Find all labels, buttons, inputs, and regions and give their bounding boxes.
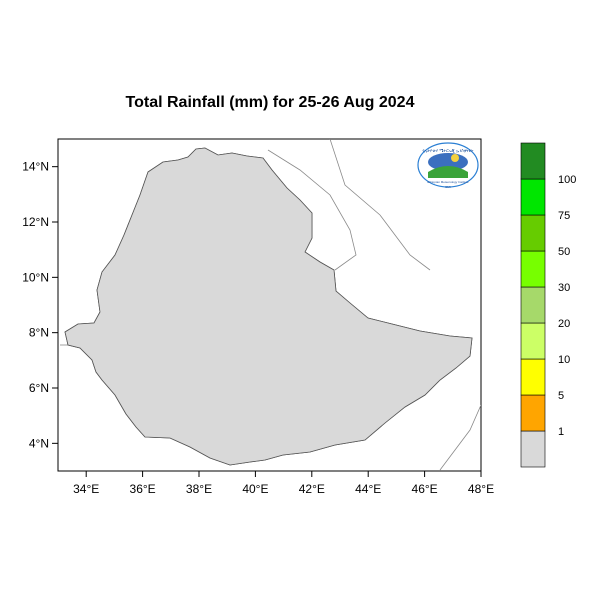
y-axis-ticks: 14°N 12°N 10°N 8°N 6°N 4°N: [22, 160, 58, 450]
y-tick-label: 6°N: [29, 381, 49, 395]
x-tick-label: 40°E: [242, 482, 268, 496]
colorbar-label: 30: [558, 282, 570, 294]
colorbar-label: 10: [558, 354, 570, 366]
colorbar-label: 5: [558, 390, 564, 402]
x-axis-ticks: 34°E 36°E 38°E 40°E 42°E 44°E 46°E 48°E: [73, 471, 494, 496]
colorbar-swatch: [520, 250, 546, 288]
eritrea-coast-line: [267, 149, 357, 271]
colorbar-swatch: [520, 142, 546, 180]
red-sea-line: [329, 139, 431, 271]
x-tick-label: 42°E: [299, 482, 325, 496]
ethiopian-meteorology-institute-logo: የኢትዮጵያ ሜትሮሎጂ ኢንስቲትዩት Ethiopian Meteorolo…: [417, 142, 479, 189]
x-tick-label: 36°E: [130, 482, 156, 496]
colorbar-label: 75: [558, 210, 570, 222]
colorbar: [520, 142, 546, 468]
colorbar-swatch: [520, 358, 546, 396]
logo-text-abbrev: EMI: [445, 185, 451, 189]
logo-text-amharic: የኢትዮጵያ ሜትሮሎጂ ኢንስቲትዩት: [422, 148, 473, 153]
colorbar-swatch: [520, 286, 546, 324]
y-tick-label: 4°N: [29, 436, 49, 450]
y-tick-label: 12°N: [22, 215, 49, 229]
colorbar-swatch: [520, 394, 546, 432]
colorbar-label: 100: [558, 174, 576, 186]
map-title: Total Rainfall (mm) for 25-26 Aug 2024: [125, 94, 415, 111]
x-tick-label: 38°E: [186, 482, 212, 496]
colorbar-swatch: [520, 322, 546, 360]
colorbar-label: 20: [558, 318, 570, 330]
colorbar-swatch: [520, 178, 546, 216]
y-tick-label: 10°N: [22, 270, 49, 284]
x-tick-label: 46°E: [412, 482, 438, 496]
x-tick-label: 44°E: [355, 482, 381, 496]
somalia-border-line: [439, 404, 481, 471]
colorbar-labels: 1 5 10 20 30 50 75 100: [558, 174, 576, 438]
x-tick-label: 48°E: [468, 482, 494, 496]
x-tick-label: 34°E: [73, 482, 99, 496]
colorbar-swatch: [520, 430, 546, 468]
colorbar-label: 1: [558, 426, 564, 438]
colorbar-swatch: [520, 214, 546, 252]
y-tick-label: 8°N: [29, 326, 49, 340]
logo-text-english: Ethiopian Meteorology Institute: [427, 180, 469, 184]
y-tick-label: 14°N: [22, 160, 49, 174]
colorbar-label: 50: [558, 246, 570, 258]
